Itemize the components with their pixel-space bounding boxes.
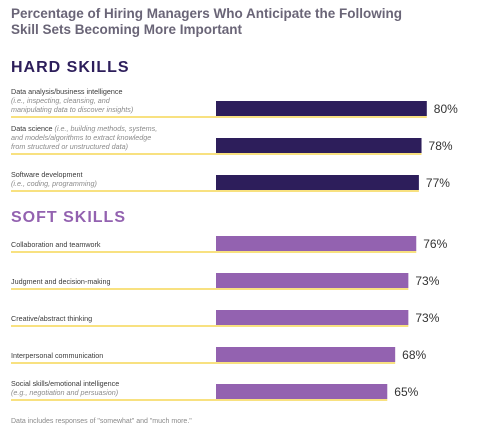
category-sublabel: and models/algorithms to extract knowled… — [11, 133, 151, 142]
category-label: Social skills/emotional intelligence — [11, 379, 119, 388]
chart-title: Percentage of Hiring Managers Who Antici… — [11, 6, 431, 38]
bar-1-0 — [216, 236, 417, 251]
value-label: 73% — [415, 274, 439, 288]
category-sublabel: from structured or unstructured data) — [11, 142, 128, 151]
bar-1-4 — [216, 384, 388, 399]
bar-0-0 — [216, 101, 427, 116]
hard-skills-heading: HARD SKILLS — [11, 59, 130, 76]
value-label: 78% — [429, 139, 453, 153]
value-label: 65% — [394, 385, 418, 399]
category-sublabel: manipulating data to discover insights) — [11, 105, 133, 114]
bar-0-2 — [216, 175, 419, 190]
footnote: Data includes responses of "somewhat" an… — [11, 418, 192, 425]
value-label: 76% — [423, 237, 447, 251]
bar-1-2 — [216, 310, 409, 325]
category-label: Collaboration and teamwork — [11, 240, 101, 249]
chart-title-line-1: Percentage of Hiring Managers Who Antici… — [11, 6, 403, 21]
category-label: Creative/abstract thinking — [11, 314, 92, 323]
value-label: 68% — [402, 348, 426, 362]
category-sublabel: (e.g., negotiation and persuasion) — [11, 388, 118, 397]
category-label: Data analysis/business intelligence — [11, 87, 122, 96]
category-sublabel: (i.e., inspecting, cleansing, and — [11, 96, 111, 105]
bar-0-1 — [216, 138, 422, 153]
chart-title-line-2: Skill Sets Becoming More Important — [11, 22, 243, 37]
value-label: 73% — [415, 311, 439, 325]
bar-1-3 — [216, 347, 396, 362]
category-label: Software development — [11, 170, 83, 179]
value-label: 80% — [434, 102, 458, 116]
category-label: Data science (i.e., building methods, sy… — [11, 124, 157, 133]
value-label: 77% — [426, 176, 450, 190]
category-label: Judgment and decision-making — [11, 277, 111, 286]
soft-skills-heading: SOFT SKILLS — [11, 209, 126, 226]
category-label: Interpersonal communication — [11, 351, 103, 360]
bar-1-1 — [216, 273, 409, 288]
category-sublabel: (i.e., coding, programming) — [11, 179, 97, 188]
